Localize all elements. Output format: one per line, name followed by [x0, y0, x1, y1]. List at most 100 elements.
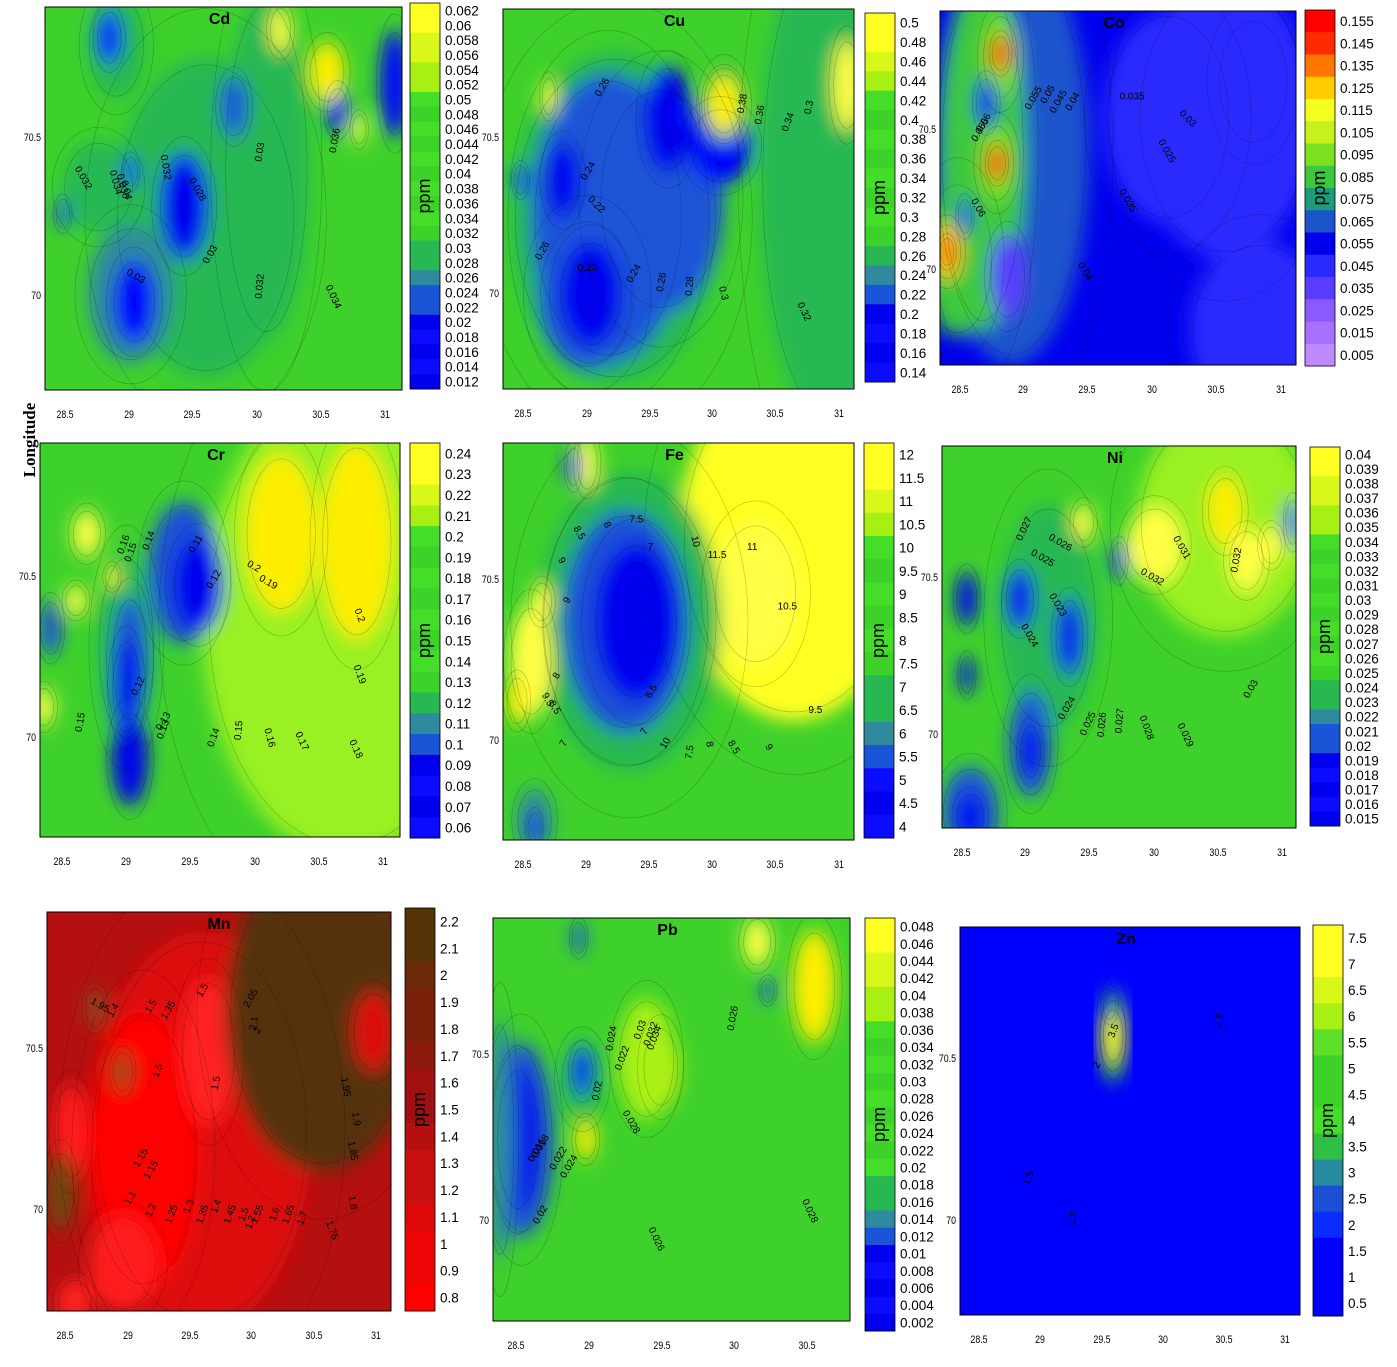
- fe-frame: [502, 442, 855, 841]
- cr-colorbar-swatch-5: [410, 546, 440, 569]
- pb-colorbar-swatch-19: [865, 1244, 895, 1263]
- cu-colorbar-swatch-6: [865, 129, 895, 150]
- cu-colorbar-swatch-9: [865, 187, 895, 208]
- ni-contour-0-2: [1109, 446, 1296, 672]
- fe-x-tick-5: 31: [834, 859, 844, 871]
- pb-colorbar-swatch-10: [865, 1090, 895, 1108]
- mn-contour-8-2: [81, 981, 109, 1034]
- pb-colorbar-swatch-5: [865, 1004, 895, 1022]
- co-contour-4-2: [988, 30, 1013, 77]
- ni-colorbar: 0.040.0390.0380.0370.0360.0350.0340.0330…: [1309, 446, 1379, 827]
- fe-contour-1-1: [715, 525, 797, 663]
- zn-colorbar-swatch-12: [1313, 1237, 1343, 1265]
- ni-contour-1-1: [1127, 508, 1182, 582]
- fe-contour-10-1: [527, 812, 542, 840]
- cd-region-15: [352, 114, 367, 145]
- cr-colorbar-label-14: 0.1: [445, 737, 464, 752]
- cr-colorbar-swatch-10: [410, 650, 440, 673]
- cu-x-tick-2: 29.5: [641, 408, 659, 420]
- fe-contour-label-9: 10.5: [778, 602, 798, 613]
- ni-colorbar-label-5: 0.035: [1345, 520, 1379, 535]
- cr-colorbar-swatch-0: [410, 443, 440, 465]
- ni-colorbar-swatch-21: [1310, 753, 1340, 769]
- cu-contour-6-2: [539, 130, 586, 230]
- cr-contour-label-10: 0.15: [74, 711, 88, 733]
- ni-contour-12-2: [942, 752, 1008, 828]
- cd-colorbar-swatch-17: [410, 255, 440, 271]
- co-colorbar-frame: [1304, 9, 1336, 367]
- cr-region-13: [104, 565, 120, 589]
- mn-colorbar-label-13: 0.9: [440, 1264, 459, 1279]
- fe-colorbar-label-10: 7: [899, 680, 907, 695]
- cu-colorbar-swatch-4: [865, 90, 895, 111]
- ni-contour-13-2: [951, 786, 990, 828]
- ni-contour-3-2: [1223, 520, 1270, 601]
- cu-contour-0-1: [514, 58, 716, 378]
- cd-contour-10-2: [51, 126, 146, 248]
- pb-colorbar-label-10: 0.028: [900, 1092, 934, 1107]
- ni-contour-8-2: [1002, 674, 1059, 814]
- fe-colorbar-swatch-3: [864, 512, 894, 537]
- cr-colorbar-swatch-8: [410, 609, 440, 631]
- fe-colorbar-label-14: 5: [899, 773, 907, 788]
- zn-contour-0-2: [1095, 974, 1131, 1097]
- co-colorbar-swatch-10: [1305, 232, 1335, 256]
- co-y-tick-1: 70: [926, 264, 936, 276]
- fe-contour-2-1: [542, 478, 717, 766]
- fe-colorbar-swatch-5: [864, 559, 894, 583]
- ni-colorbar-label-9: 0.031: [1345, 578, 1379, 593]
- pb-colorbar-label-23: 0.002: [900, 1315, 934, 1330]
- mn-colorbar-swatch-10: [405, 1176, 435, 1205]
- cu-colorbar-label-2: 0.46: [900, 55, 926, 70]
- mn-contour-10-1: [47, 1153, 75, 1230]
- co-region-15: [1189, 241, 1296, 365]
- ni-colorbar-frame: [1309, 446, 1341, 827]
- fe-contour-6-1: [531, 582, 552, 621]
- pb-contour-4-2: [568, 1039, 597, 1103]
- fe-contour-label-1: 8: [601, 520, 614, 531]
- co-colorbar-label-5: 0.105: [1340, 125, 1374, 140]
- pb-colorbar-label-14: 0.02: [900, 1161, 926, 1176]
- co-colorbar-swatch-9: [1305, 210, 1335, 233]
- pb-x-tick-1: 29: [584, 1340, 594, 1352]
- ni-contour-11-2: [957, 650, 977, 701]
- co-colorbar-swatch-12: [1305, 277, 1335, 300]
- ni-contour-9-2: [1016, 716, 1045, 787]
- fe-colorbar-swatch-8: [864, 628, 894, 653]
- cr-region-2: [320, 443, 393, 640]
- ni-contour-15-1: [1285, 500, 1296, 545]
- co-colorbar-label-0: 0.155: [1340, 14, 1374, 29]
- cd-colorbar-swatch-0: [410, 3, 440, 19]
- ni-x-tick-3: 30: [1149, 847, 1159, 859]
- ni-colorbar-swatch-6: [1310, 534, 1340, 550]
- cd-colorbar-swatch-9: [410, 136, 440, 152]
- cd-colorbar-label-13: 0.036: [445, 196, 479, 211]
- ni-region-7: [1055, 598, 1084, 676]
- cr-contour-13-1: [104, 565, 120, 589]
- fe-contour-label-8: 9: [561, 595, 574, 606]
- cu-contour-5-1: [560, 243, 622, 345]
- co-colorbar-label-2: 0.135: [1340, 59, 1374, 74]
- zn-colorbar-label-13: 1: [1348, 1270, 1356, 1285]
- cd-colorbar-label-4: 0.054: [445, 63, 479, 78]
- cd-colorbar-label-10: 0.042: [445, 152, 479, 167]
- zn-colorbar-swatch-4: [1313, 1029, 1343, 1056]
- cd-colorbar-label-2: 0.058: [445, 33, 479, 48]
- cr-colorbar-label-7: 0.17: [445, 592, 471, 607]
- ni-colorbar-label-11: 0.029: [1345, 608, 1379, 623]
- cr-contour-label-15: 0.16: [261, 727, 277, 749]
- cd-contour-11-1: [55, 198, 70, 229]
- pb-colorbar-label-11: 0.026: [900, 1109, 934, 1124]
- ni-plot: [942, 446, 1296, 828]
- panel-cu: Cu0.260.240.220.260.22 0.24 0.26 0.28 0.30.3…: [482, 8, 927, 420]
- cd-contour-label-8: 0.03: [253, 141, 267, 163]
- mn-contour-2-2: [172, 957, 245, 1146]
- co-colorbar: 0.155 0.145 0.135 0.125 0.115 0.105 0.095 0.085…: [1304, 9, 1374, 367]
- ni-contour-label-7: 0.032: [1229, 546, 1244, 573]
- mn-contour-label-20: 1.3: [182, 1198, 197, 1215]
- cu-region-6: [545, 142, 581, 218]
- ni-contour-6-1: [1006, 569, 1034, 629]
- fe-contour-label-14: 7: [558, 738, 571, 749]
- zn-y-tick-0: 70.5: [939, 1053, 957, 1065]
